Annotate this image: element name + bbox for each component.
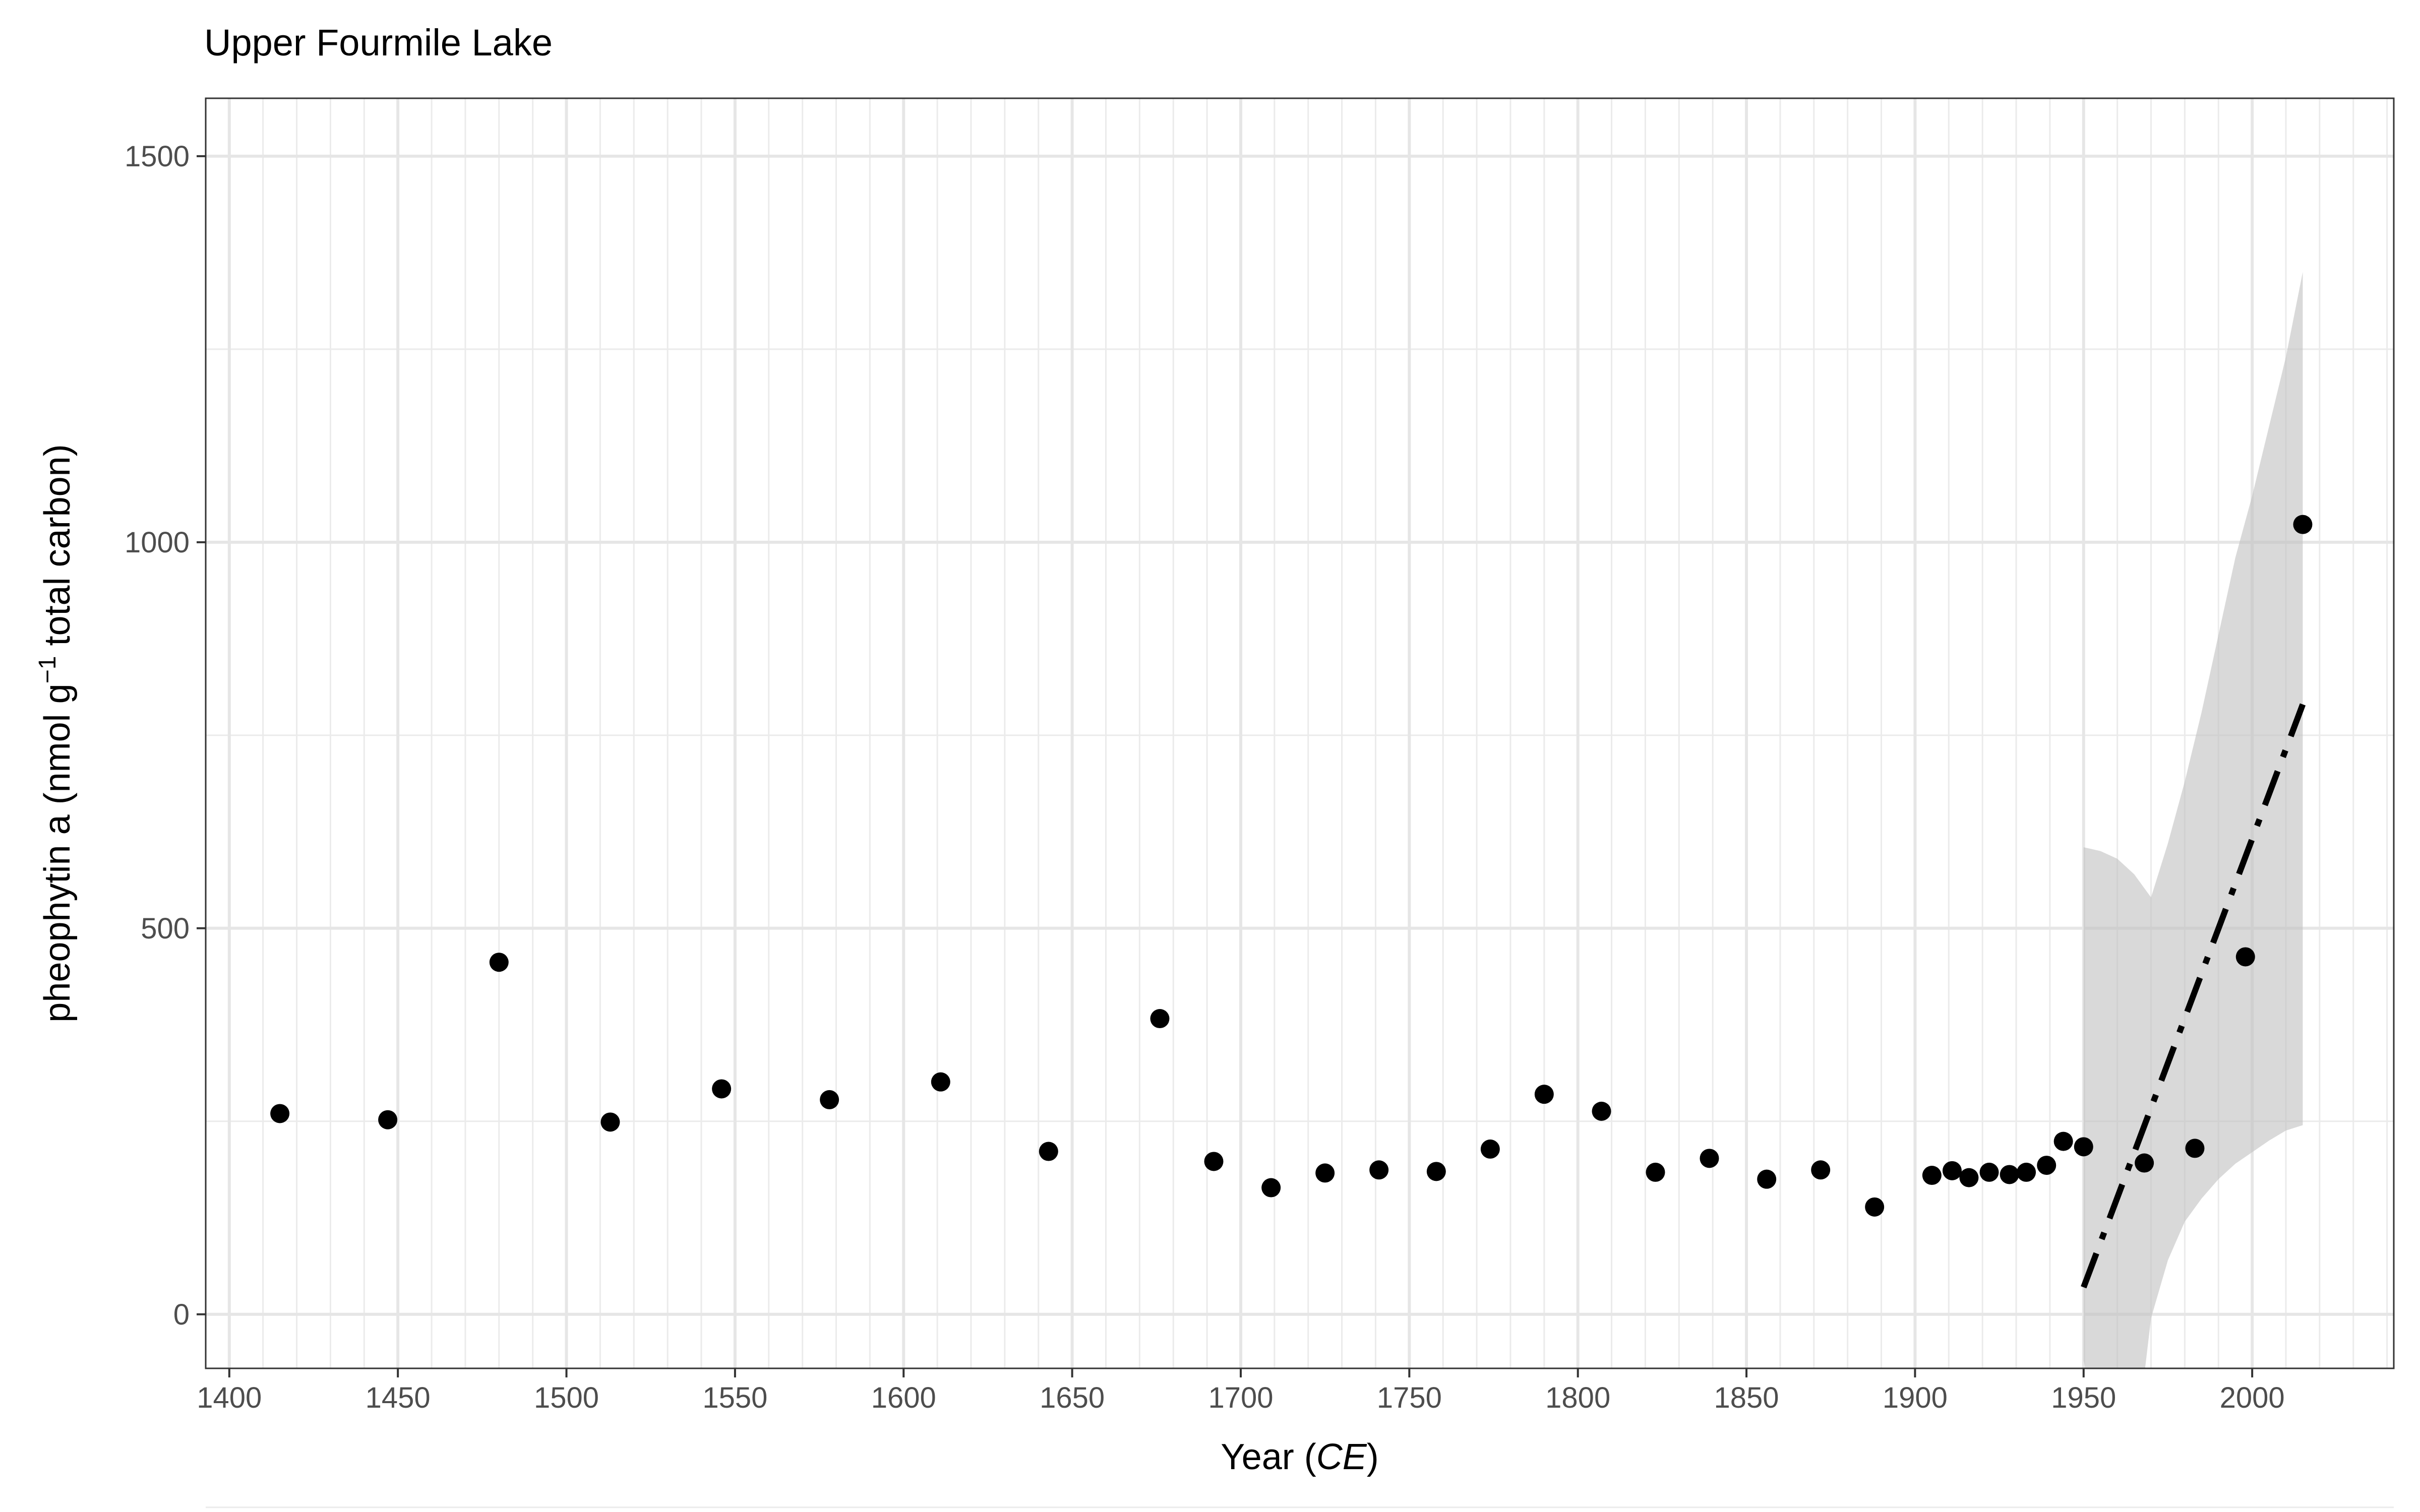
data-point xyxy=(600,1112,620,1132)
y-tick-label: 1000 xyxy=(125,526,190,559)
data-point xyxy=(270,1104,290,1123)
x-tick-label: 1950 xyxy=(2051,1381,2116,1414)
data-point xyxy=(2293,515,2313,534)
data-point xyxy=(2185,1139,2205,1158)
y-tick-label: 1500 xyxy=(125,140,190,173)
y-tick-label: 0 xyxy=(173,1298,190,1331)
x-tick-label: 1700 xyxy=(1208,1381,1273,1414)
data-point xyxy=(1757,1169,1777,1189)
data-point xyxy=(1426,1162,1446,1181)
x-tick-label: 1800 xyxy=(1545,1381,1610,1414)
x-tick-label: 1900 xyxy=(1883,1381,1948,1414)
data-point xyxy=(2135,1153,2154,1173)
data-point xyxy=(1959,1168,1979,1187)
x-tick-label: 1400 xyxy=(197,1381,262,1414)
data-point xyxy=(931,1072,950,1092)
data-points xyxy=(270,515,2313,1217)
y-axis: 0 500 1000 1500 xyxy=(125,140,206,1331)
plot-panel xyxy=(206,98,2394,1368)
data-point xyxy=(1922,1166,1942,1185)
data-point xyxy=(489,953,509,972)
y-tick-label: 500 xyxy=(141,912,190,945)
trend-line xyxy=(2081,703,2306,1289)
data-point xyxy=(1150,1009,1170,1029)
x-tick-label: 1650 xyxy=(1040,1381,1105,1414)
data-point xyxy=(712,1079,732,1099)
data-point xyxy=(1811,1160,1831,1180)
data-point xyxy=(1480,1139,1500,1159)
data-point xyxy=(1534,1085,1554,1104)
x-tick-label: 1550 xyxy=(702,1381,767,1414)
x-axis-title: Year (CE) xyxy=(1221,1437,1378,1477)
confidence-band xyxy=(2083,272,2303,1368)
data-point xyxy=(2053,1131,2073,1151)
grid-major xyxy=(206,98,2394,1368)
data-point xyxy=(378,1110,398,1129)
chart-title: Upper Fourmile Lake xyxy=(204,22,553,64)
data-point xyxy=(2017,1162,2036,1182)
data-point xyxy=(2074,1137,2093,1157)
data-point xyxy=(2235,947,2255,967)
data-point xyxy=(1646,1162,1665,1182)
plot-border xyxy=(205,97,2395,1369)
data-point xyxy=(1039,1142,1058,1161)
x-tick-label: 1750 xyxy=(1377,1381,1442,1414)
x-tick-label: 2000 xyxy=(2220,1381,2285,1414)
data-point xyxy=(1315,1163,1335,1183)
data-point xyxy=(1942,1161,1962,1180)
data-point xyxy=(2000,1165,2019,1184)
x-tick-label: 1500 xyxy=(534,1381,599,1414)
data-point xyxy=(1700,1149,1719,1168)
data-point xyxy=(1592,1101,1611,1121)
data-point xyxy=(1204,1152,1224,1171)
data-point xyxy=(2037,1156,2056,1175)
data-point xyxy=(1865,1197,1885,1217)
x-tick-label: 1850 xyxy=(1714,1381,1779,1414)
data-point xyxy=(1369,1160,1389,1180)
data-point xyxy=(1261,1178,1281,1198)
y-axis-title: pheophytin a (nmol g−1 total carbon) xyxy=(34,444,78,1022)
data-point xyxy=(1979,1162,1999,1182)
x-tick-label: 1600 xyxy=(871,1381,936,1414)
x-axis: 1400 1450 1500 1550 1600 1650 1700 1750 1800 1850… xyxy=(197,1368,2285,1414)
x-tick-label: 1450 xyxy=(366,1381,431,1414)
data-point xyxy=(820,1090,839,1109)
